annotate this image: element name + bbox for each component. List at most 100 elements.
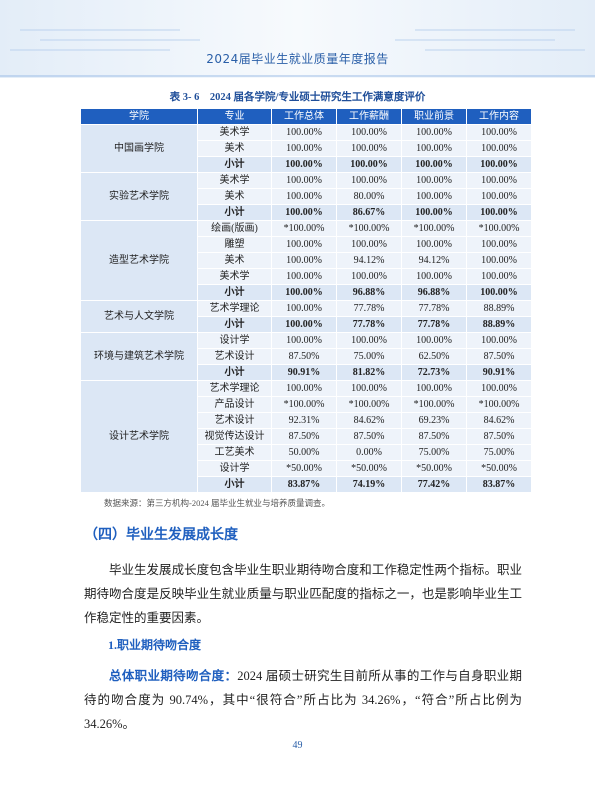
table-caption: 表 3- 6 2024 届各学院/专业硕士研究生工作满意度评价 (169, 92, 426, 103)
major-cell: 小计 (197, 316, 272, 333)
value-cell: 100.00% (271, 236, 337, 253)
value-cell: 69.23% (401, 412, 467, 429)
college-cell: 中国画学院 (80, 124, 198, 173)
major-cell: 艺术学理论 (197, 300, 272, 317)
table-row: 美术 100.00% 94.12% 94.12% 100.00% (81, 252, 532, 269)
value-cell: 100.00% (271, 156, 337, 173)
value-cell: 87.50% (271, 348, 337, 365)
value-cell: 100.00% (336, 380, 402, 397)
value-cell: 96.88% (336, 284, 402, 301)
major-cell: 艺术设计 (197, 348, 272, 365)
value-cell: *50.00% (336, 460, 402, 477)
subsection-title: 1.职业期待吻合度 (108, 638, 202, 652)
value-cell: 72.73% (401, 364, 467, 381)
value-cell: 100.00% (271, 140, 337, 157)
table-header: 学院 专业 工作总体 工作薪酬 职业前景 工作内容 (80, 108, 532, 125)
header-title: 2024届毕业生就业质量年度报告 (206, 52, 389, 66)
value-cell: 100.00% (466, 204, 532, 221)
value-cell: 100.00% (271, 204, 337, 221)
table-row: 小计 90.91% 81.82% 72.73% 90.91% (81, 364, 532, 381)
major-cell: 设计学 (197, 460, 272, 477)
table-row: 小计 100.00% 77.78% 77.78% 88.89% (81, 316, 532, 333)
major-cell: 美术学 (197, 172, 272, 189)
column-header: 工作总体 (271, 108, 337, 125)
value-cell: 100.00% (336, 140, 402, 157)
major-cell: 视觉传达设计 (197, 428, 272, 445)
value-cell: 92.31% (271, 412, 337, 429)
value-cell: *50.00% (401, 460, 467, 477)
value-cell: 100.00% (271, 172, 337, 189)
value-cell: *100.00% (271, 220, 337, 237)
table-row: 环境与建筑艺术学院 设计学 100.00% 100.00% 100.00% 100.00% (80, 332, 532, 381)
value-cell: 100.00% (466, 172, 532, 189)
value-cell: 75.00% (336, 348, 402, 365)
value-cell: 77.78% (336, 300, 402, 317)
value-cell: 100.00% (401, 204, 467, 221)
column-header: 专业 (197, 108, 272, 125)
value-cell: 77.42% (401, 476, 467, 493)
value-cell: 88.89% (466, 300, 532, 317)
value-cell: *100.00% (401, 396, 467, 413)
table-row: 艺术与人文学院 艺术学理论 100.00% 77.78% 77.78% 88.89% (80, 300, 532, 333)
value-cell: 100.00% (401, 332, 467, 349)
value-cell: 87.50% (336, 428, 402, 445)
value-cell: 100.00% (271, 268, 337, 285)
value-cell: *100.00% (466, 220, 532, 237)
major-cell: 美术学 (197, 268, 272, 285)
column-header: 学院 (80, 108, 198, 125)
value-cell: *50.00% (271, 460, 337, 477)
college-cell: 环境与建筑艺术学院 (80, 332, 198, 381)
table-row: 艺术设计 87.50% 75.00% 62.50% 87.50% (81, 348, 532, 365)
value-cell: 84.62% (336, 412, 402, 429)
data-source: 数据来源：第三方机构-2024 届毕业生就业与培养质量调查。 (104, 498, 330, 508)
college-cell: 艺术与人文学院 (80, 300, 198, 333)
value-cell: 100.00% (466, 380, 532, 397)
table-row: 工艺美术 50.00% 0.00% 75.00% 75.00% (81, 444, 532, 461)
value-cell: 75.00% (401, 444, 467, 461)
college-cell: 造型艺术学院 (80, 220, 198, 301)
value-cell: 81.82% (336, 364, 402, 381)
major-cell: 美术学 (197, 124, 272, 141)
value-cell: 86.67% (336, 204, 402, 221)
value-cell: 100.00% (336, 172, 402, 189)
value-cell: 87.50% (401, 428, 467, 445)
value-cell: 100.00% (466, 252, 532, 269)
value-cell: 100.00% (271, 332, 337, 349)
column-header: 工作薪酬 (336, 108, 402, 125)
major-cell: 美术 (197, 140, 272, 157)
value-cell: 100.00% (271, 316, 337, 333)
table-row: 小计 100.00% 100.00% 100.00% 100.00% (81, 156, 532, 173)
value-cell: 100.00% (401, 236, 467, 253)
table-row: 设计学 *50.00% *50.00% *50.00% *50.00% (81, 460, 532, 477)
major-cell: 工艺美术 (197, 444, 272, 461)
column-header: 工作内容 (466, 108, 532, 125)
section-title: （四）毕业生发展成长度 (84, 527, 238, 543)
table-row: 设计艺术学院 艺术学理论 100.00% 100.00% 100.00% 100.00% (80, 380, 532, 493)
value-cell: 62.50% (401, 348, 467, 365)
value-cell: 100.00% (466, 188, 532, 205)
value-cell: 100.00% (401, 172, 467, 189)
value-cell: 100.00% (271, 252, 337, 269)
value-cell: 100.00% (466, 284, 532, 301)
value-cell: 100.00% (466, 236, 532, 253)
value-cell: 100.00% (271, 300, 337, 317)
table-row: 小计 83.87% 74.19% 77.42% 83.87% (81, 476, 532, 493)
value-cell: 100.00% (271, 124, 337, 141)
paragraph-text: 2024 届硕士研究生目前所从事的工作与自身职业期待的吻合度为 90.74%，其… (84, 669, 522, 731)
value-cell: 87.50% (271, 428, 337, 445)
value-cell: 88.89% (466, 316, 532, 333)
value-cell: 100.00% (401, 380, 467, 397)
value-cell: 100.00% (336, 236, 402, 253)
value-cell: 100.00% (401, 140, 467, 157)
value-cell: 100.00% (466, 332, 532, 349)
value-cell: 100.00% (466, 140, 532, 157)
value-cell: 94.12% (401, 252, 467, 269)
value-cell: *100.00% (336, 220, 402, 237)
major-cell: 艺术设计 (197, 412, 272, 429)
major-cell: 小计 (197, 156, 272, 173)
value-cell: 100.00% (336, 156, 402, 173)
value-cell: 100.00% (466, 156, 532, 173)
table-row: 艺术设计 92.31% 84.62% 69.23% 84.62% (81, 412, 532, 429)
value-cell: 100.00% (401, 124, 467, 141)
major-cell: 艺术学理论 (197, 380, 272, 397)
